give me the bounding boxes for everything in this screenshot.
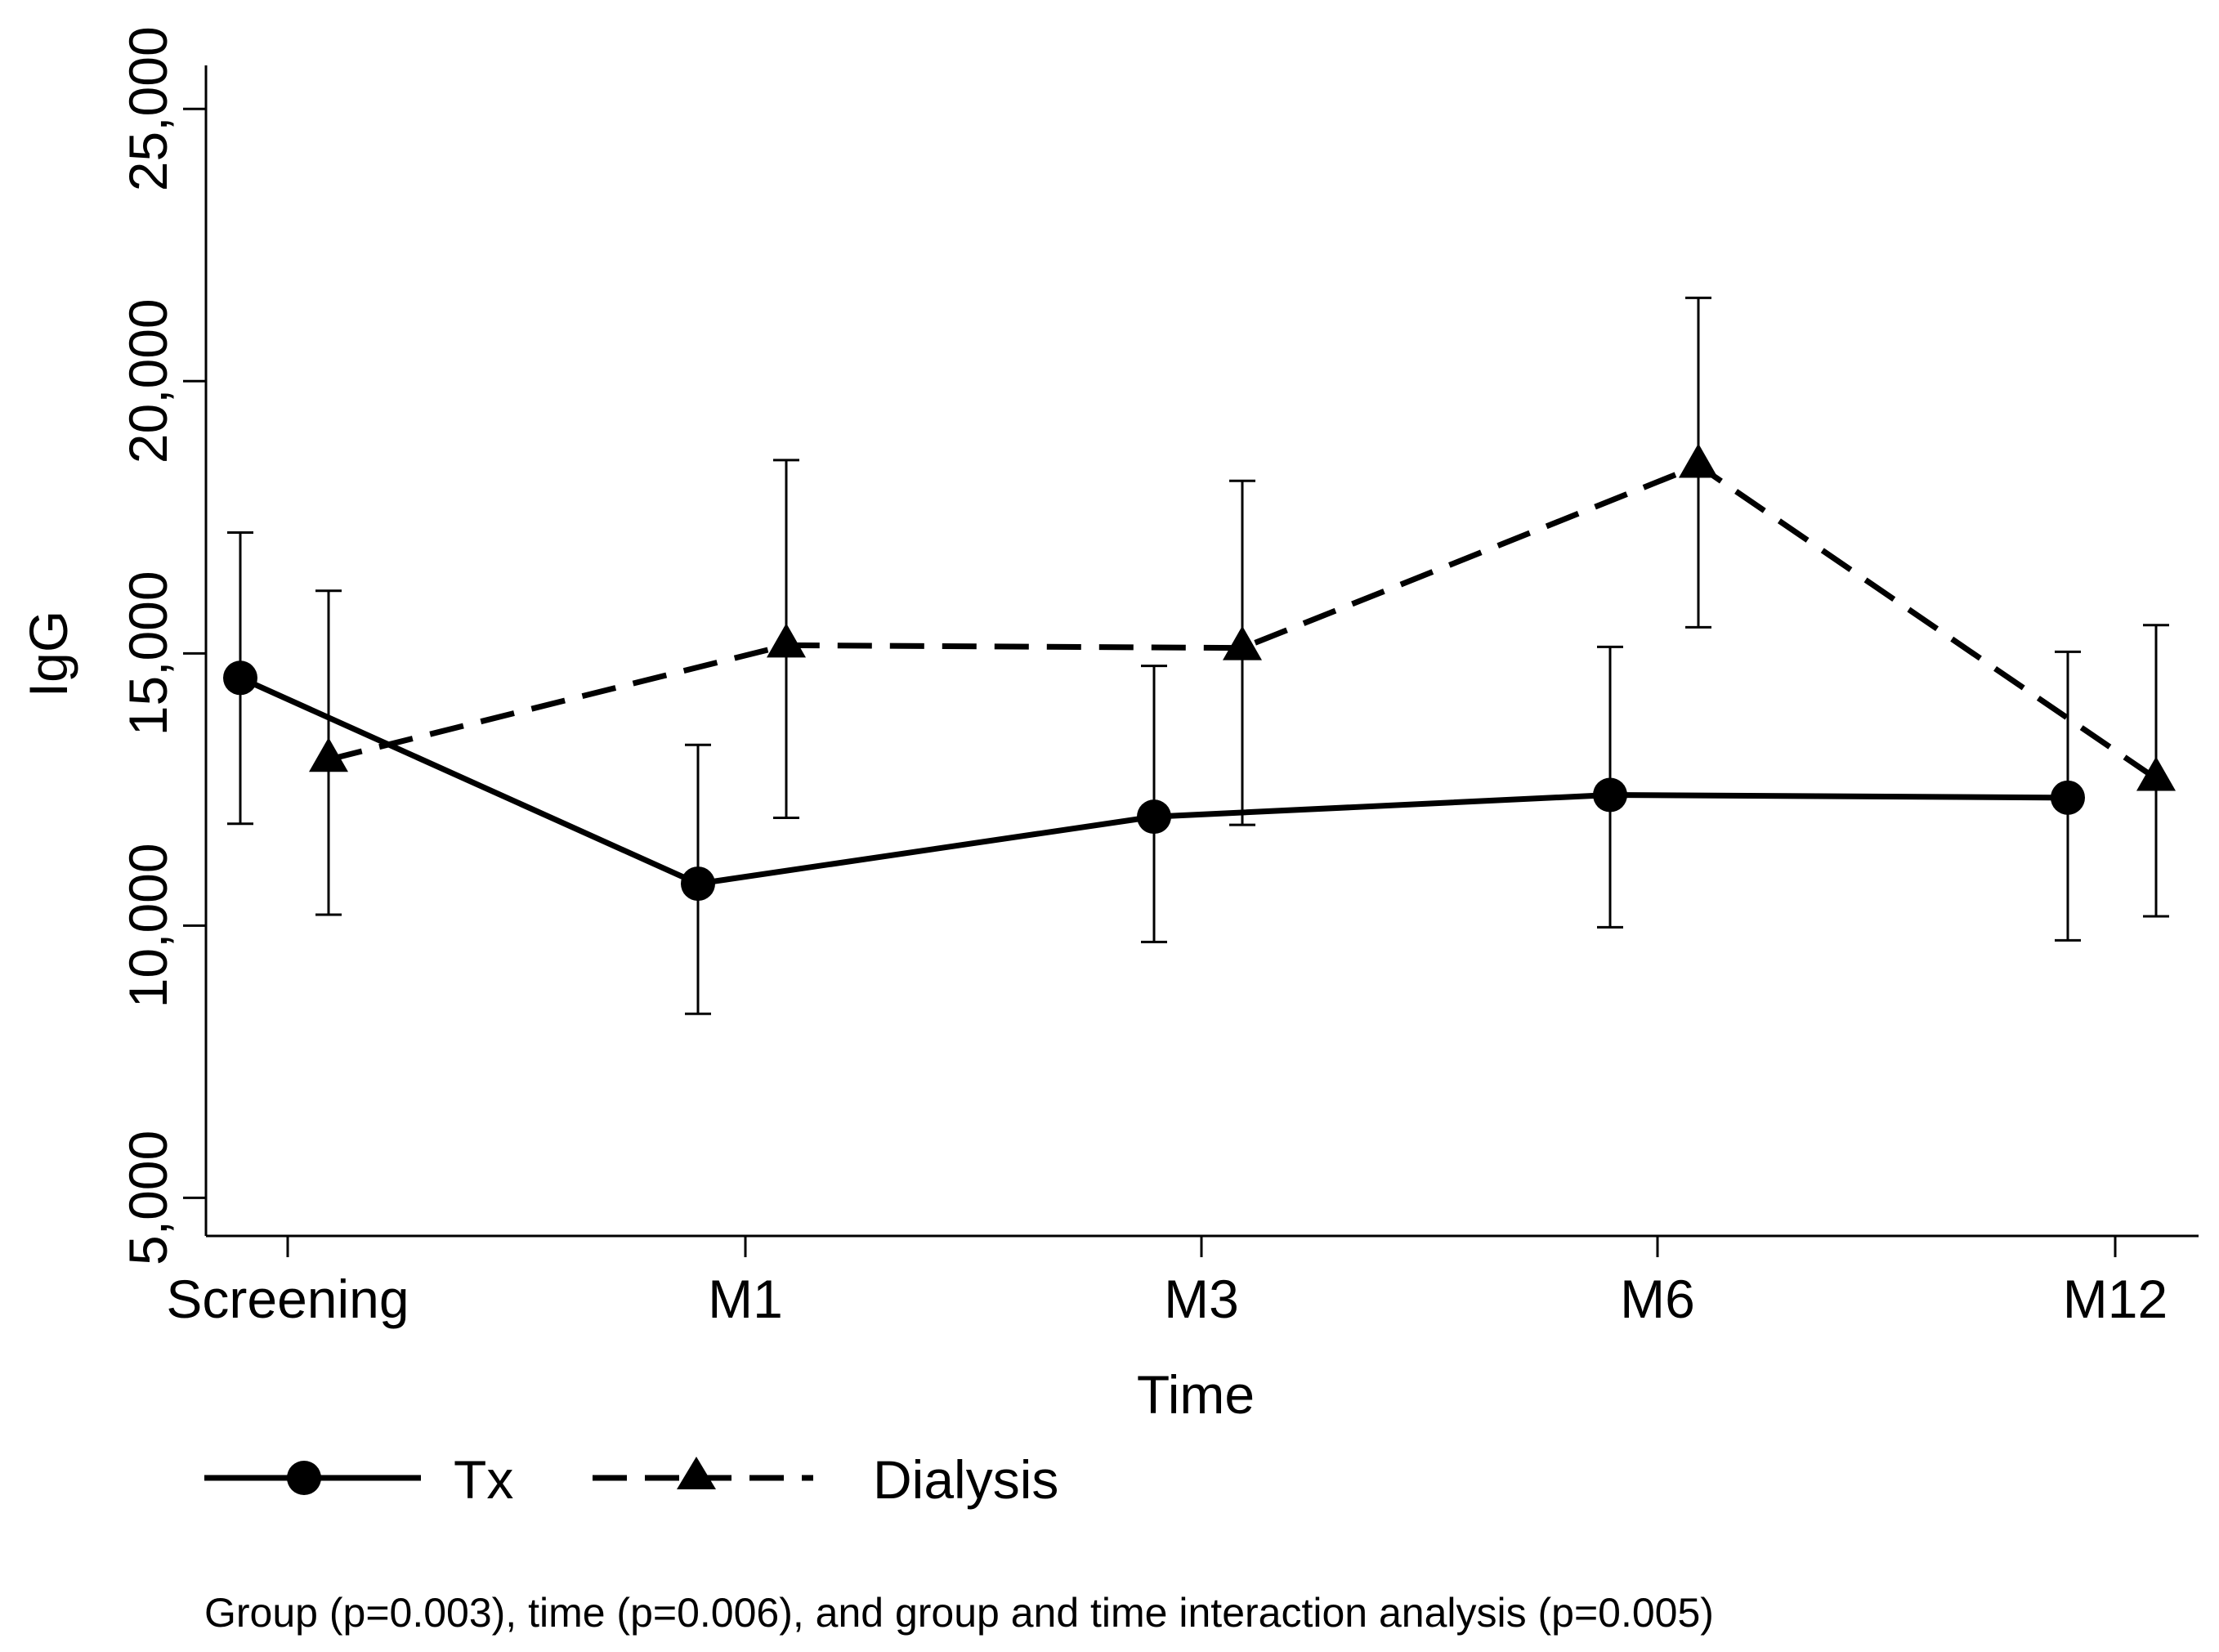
y-tick-label: 20,000 [118,298,178,463]
x-axis-label: Time [1137,1364,1255,1425]
x-tick-label: M12 [2063,1269,2168,1329]
data-point-tx [1593,777,1627,813]
series-line-dialysis [328,463,2158,781]
y-tick-label: 15,000 [118,571,178,736]
data-point-tx [223,660,257,696]
data-point-dialysis [309,737,348,772]
data-point-dialysis [2136,756,2176,791]
series-markers [223,443,2176,902]
data-point-dialysis [767,623,806,658]
legend: Tx Dialysis [204,1449,1058,1510]
data-point-dialysis [1679,443,1718,478]
legend-marker-dialysis [677,1457,716,1489]
y-tick-label: 10,000 [118,843,178,1008]
x-tick-label: M3 [1164,1269,1239,1329]
x-tick-label: M6 [1620,1269,1695,1329]
x-tick-label: M1 [708,1269,783,1329]
legend-label-dialysis: Dialysis [873,1449,1058,1510]
data-point-tx [2051,780,2085,815]
data-point-dialysis [1223,625,1262,660]
footnote: Group (p=0.003), time (p=0.006), and gro… [204,1590,1714,1636]
series-lines [239,463,2158,887]
data-point-tx [1137,799,1171,835]
y-axis-label: IgG [18,611,78,697]
legend-marker-tx [287,1461,321,1495]
chart-axes: 5,000 10,000 15,000 20,000 25,000 Screening M1… [118,26,2199,1329]
y-tick-label: 25,000 [118,26,178,191]
y-tick-label: 5,000 [118,1130,178,1265]
x-tick-label: Screening [166,1269,409,1329]
data-point-tx [681,866,715,902]
legend-label-tx: Tx [454,1449,513,1510]
error-bars [227,296,2169,1015]
